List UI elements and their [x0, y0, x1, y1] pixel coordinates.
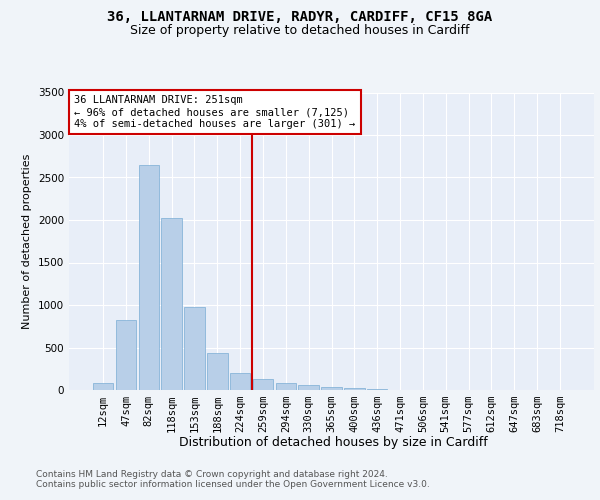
Bar: [93, 383, 113, 390]
Text: Contains public sector information licensed under the Open Government Licence v3: Contains public sector information licen…: [36, 480, 430, 489]
Bar: [161, 218, 182, 390]
Text: 36 LLANTARNAM DRIVE: 251sqm
← 96% of detached houses are smaller (7,125)
4% of s: 36 LLANTARNAM DRIVE: 251sqm ← 96% of det…: [74, 96, 355, 128]
Bar: [298, 386, 319, 390]
Y-axis label: Number of detached properties: Number of detached properties: [22, 154, 32, 329]
Bar: [344, 388, 365, 390]
Bar: [139, 165, 159, 390]
Bar: [184, 306, 205, 390]
Bar: [116, 320, 136, 390]
Bar: [321, 388, 342, 390]
Bar: [275, 383, 296, 390]
Text: 36, LLANTARNAM DRIVE, RADYR, CARDIFF, CF15 8GA: 36, LLANTARNAM DRIVE, RADYR, CARDIFF, CF…: [107, 10, 493, 24]
Bar: [230, 373, 250, 390]
Bar: [253, 379, 273, 390]
Bar: [207, 352, 227, 390]
Text: Contains HM Land Registry data © Crown copyright and database right 2024.: Contains HM Land Registry data © Crown c…: [36, 470, 388, 479]
Bar: [367, 389, 388, 390]
Text: Size of property relative to detached houses in Cardiff: Size of property relative to detached ho…: [130, 24, 470, 37]
Text: Distribution of detached houses by size in Cardiff: Distribution of detached houses by size …: [179, 436, 487, 449]
